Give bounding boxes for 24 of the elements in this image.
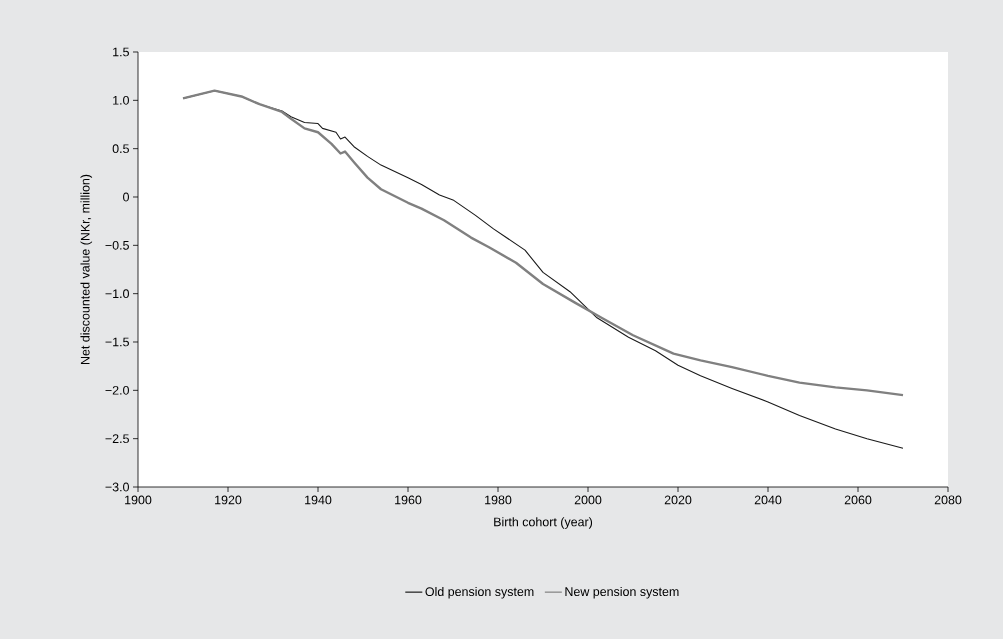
x-tick-label: 2040: [754, 495, 782, 505]
y-tick-label: −2.5: [105, 434, 129, 444]
y-tick-label: 0.5: [112, 144, 129, 154]
x-tick-label: 1980: [485, 495, 512, 505]
x-tick-label: 1920: [215, 495, 242, 505]
legend-label: New pension system: [565, 586, 679, 599]
y-tick-label: 0: [123, 192, 129, 202]
x-tick-label: 1900: [125, 495, 152, 505]
y-tick-label: −1.0: [105, 289, 129, 299]
x-tick-label: 1940: [305, 495, 332, 505]
x-tick-label: 1960: [395, 495, 422, 505]
x-tick-label: 2000: [574, 495, 602, 505]
y-axis-title: Net discounted value (NKr, million): [80, 174, 93, 364]
x-tick-label: 2080: [934, 495, 962, 505]
x-axis-title: Birth cohort (year): [494, 517, 593, 529]
y-tick-label: 1.0: [113, 95, 129, 105]
y-tick-label: −2.0: [105, 385, 129, 395]
y-tick-label: 1.5: [113, 47, 129, 57]
y-tick-label: −1.5: [105, 337, 129, 347]
x-tick-label: 2020: [664, 495, 692, 505]
legend-label: Old pension system: [425, 586, 534, 599]
y-tick-label: −3.0: [105, 482, 129, 492]
x-tick-label: 2060: [844, 495, 872, 505]
y-tick-label: −0.5: [105, 240, 129, 250]
